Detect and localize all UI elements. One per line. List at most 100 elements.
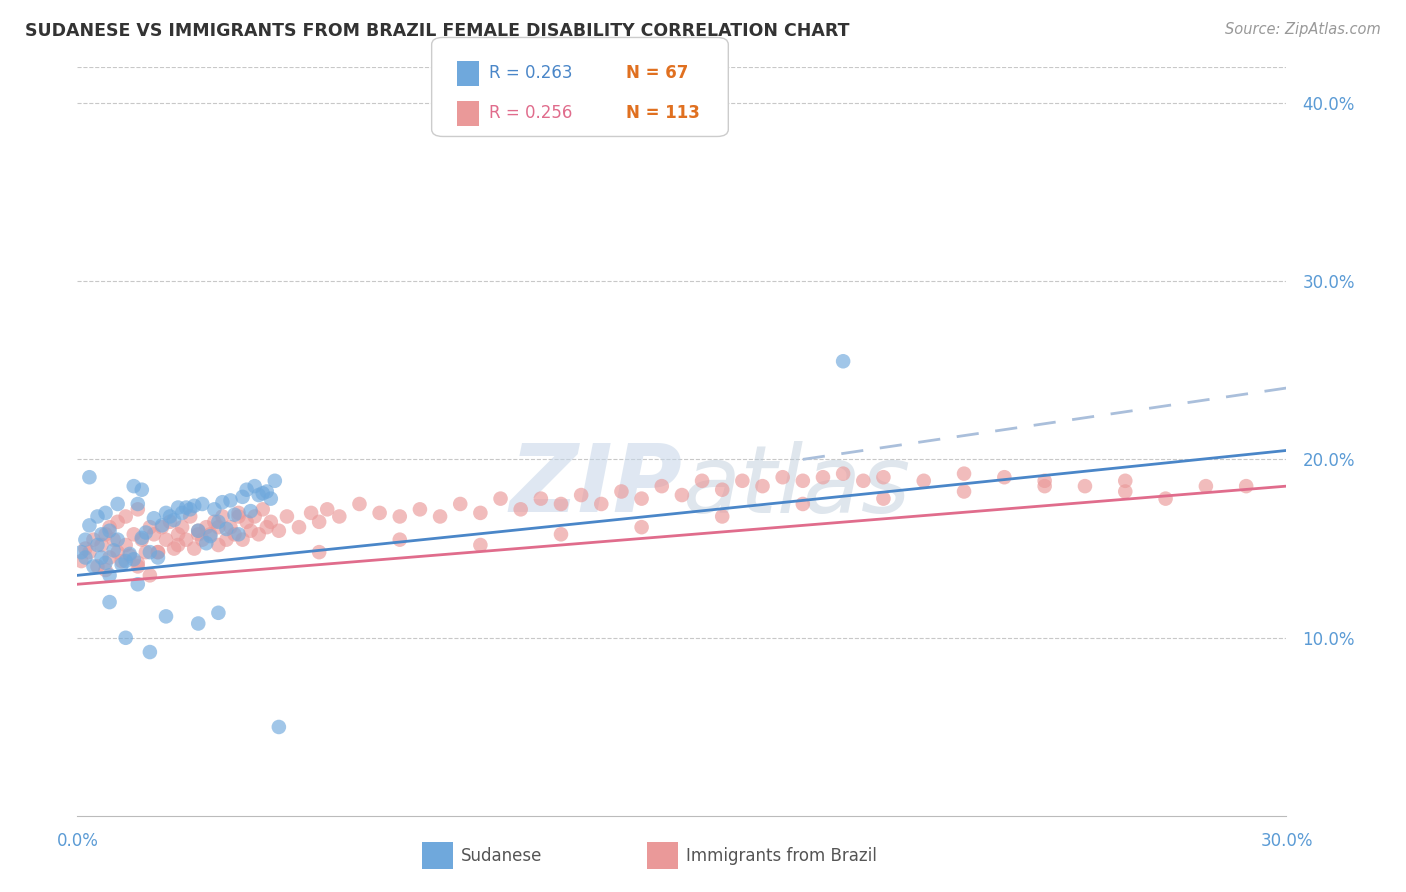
Point bbox=[90, 550, 112, 565]
Point bbox=[122, 527, 145, 541]
Point bbox=[247, 527, 270, 541]
Point bbox=[163, 513, 186, 527]
Point bbox=[256, 484, 278, 499]
Point bbox=[200, 527, 222, 541]
Point bbox=[243, 509, 266, 524]
Point bbox=[135, 545, 157, 559]
Point bbox=[174, 500, 197, 515]
Point bbox=[651, 479, 673, 493]
Point bbox=[167, 527, 190, 541]
Point bbox=[872, 470, 894, 484]
Point bbox=[86, 559, 108, 574]
Point bbox=[569, 488, 592, 502]
Point bbox=[530, 491, 553, 506]
Point bbox=[98, 595, 121, 609]
Point bbox=[150, 520, 173, 534]
Point bbox=[215, 522, 238, 536]
Point bbox=[550, 527, 572, 541]
Point bbox=[114, 509, 136, 524]
Point bbox=[174, 533, 197, 547]
Point bbox=[118, 547, 141, 561]
Point bbox=[711, 509, 734, 524]
Point bbox=[207, 520, 229, 534]
Text: R = 0.256: R = 0.256 bbox=[489, 104, 572, 122]
Point bbox=[79, 518, 101, 533]
Point bbox=[107, 497, 129, 511]
Point bbox=[731, 474, 754, 488]
Point bbox=[211, 509, 233, 524]
Point bbox=[792, 497, 814, 511]
Point bbox=[131, 533, 153, 547]
Point bbox=[202, 515, 225, 529]
Point bbox=[409, 502, 432, 516]
Point bbox=[187, 524, 209, 538]
Point bbox=[792, 474, 814, 488]
Point bbox=[832, 354, 855, 368]
Point bbox=[142, 511, 165, 525]
Point bbox=[94, 506, 117, 520]
Point bbox=[111, 558, 134, 572]
Point bbox=[98, 524, 121, 538]
Point bbox=[139, 520, 162, 534]
Point bbox=[139, 545, 162, 559]
Point bbox=[252, 502, 274, 516]
Point bbox=[127, 577, 149, 591]
Point bbox=[150, 518, 173, 533]
Point bbox=[179, 509, 201, 524]
Point bbox=[107, 515, 129, 529]
Point bbox=[114, 554, 136, 568]
Point bbox=[191, 497, 214, 511]
Text: N = 113: N = 113 bbox=[626, 104, 700, 122]
Point bbox=[183, 499, 205, 513]
Point bbox=[630, 520, 652, 534]
Point bbox=[155, 533, 177, 547]
Point bbox=[187, 524, 209, 538]
Point bbox=[79, 470, 101, 484]
Point bbox=[219, 520, 242, 534]
Point bbox=[1114, 484, 1136, 499]
Point bbox=[247, 488, 270, 502]
Point bbox=[671, 488, 693, 502]
Point bbox=[232, 533, 254, 547]
Point bbox=[167, 500, 190, 515]
Text: Immigrants from Brazil: Immigrants from Brazil bbox=[686, 847, 877, 865]
Point bbox=[139, 568, 162, 582]
Point bbox=[146, 545, 169, 559]
Point bbox=[228, 506, 250, 520]
Text: atlas: atlas bbox=[682, 441, 910, 532]
Text: N = 67: N = 67 bbox=[626, 64, 688, 82]
Point bbox=[90, 538, 112, 552]
Point bbox=[252, 486, 274, 500]
Point bbox=[263, 474, 285, 488]
Point bbox=[610, 484, 633, 499]
Point bbox=[142, 527, 165, 541]
Point bbox=[260, 491, 283, 506]
Text: R = 0.263: R = 0.263 bbox=[489, 64, 572, 82]
Point bbox=[146, 550, 169, 565]
Point bbox=[349, 497, 371, 511]
Point bbox=[135, 525, 157, 540]
Point bbox=[690, 474, 713, 488]
Point bbox=[111, 554, 134, 568]
Point bbox=[94, 527, 117, 541]
Point bbox=[122, 552, 145, 566]
Point bbox=[470, 538, 492, 552]
Point bbox=[155, 506, 177, 520]
Text: SUDANESE VS IMMIGRANTS FROM BRAZIL FEMALE DISABILITY CORRELATION CHART: SUDANESE VS IMMIGRANTS FROM BRAZIL FEMAL… bbox=[25, 22, 849, 40]
Point bbox=[98, 568, 121, 582]
Text: Source: ZipAtlas.com: Source: ZipAtlas.com bbox=[1225, 22, 1381, 37]
Point bbox=[82, 533, 104, 547]
Point bbox=[832, 467, 855, 481]
Point bbox=[267, 524, 290, 538]
Point bbox=[368, 506, 391, 520]
Point bbox=[228, 509, 250, 524]
Point bbox=[235, 515, 257, 529]
Point bbox=[202, 502, 225, 516]
Point bbox=[224, 527, 246, 541]
Point bbox=[107, 533, 129, 547]
Point bbox=[260, 515, 283, 529]
Point bbox=[79, 545, 101, 559]
Point bbox=[388, 533, 411, 547]
Point bbox=[86, 509, 108, 524]
Point bbox=[219, 493, 242, 508]
